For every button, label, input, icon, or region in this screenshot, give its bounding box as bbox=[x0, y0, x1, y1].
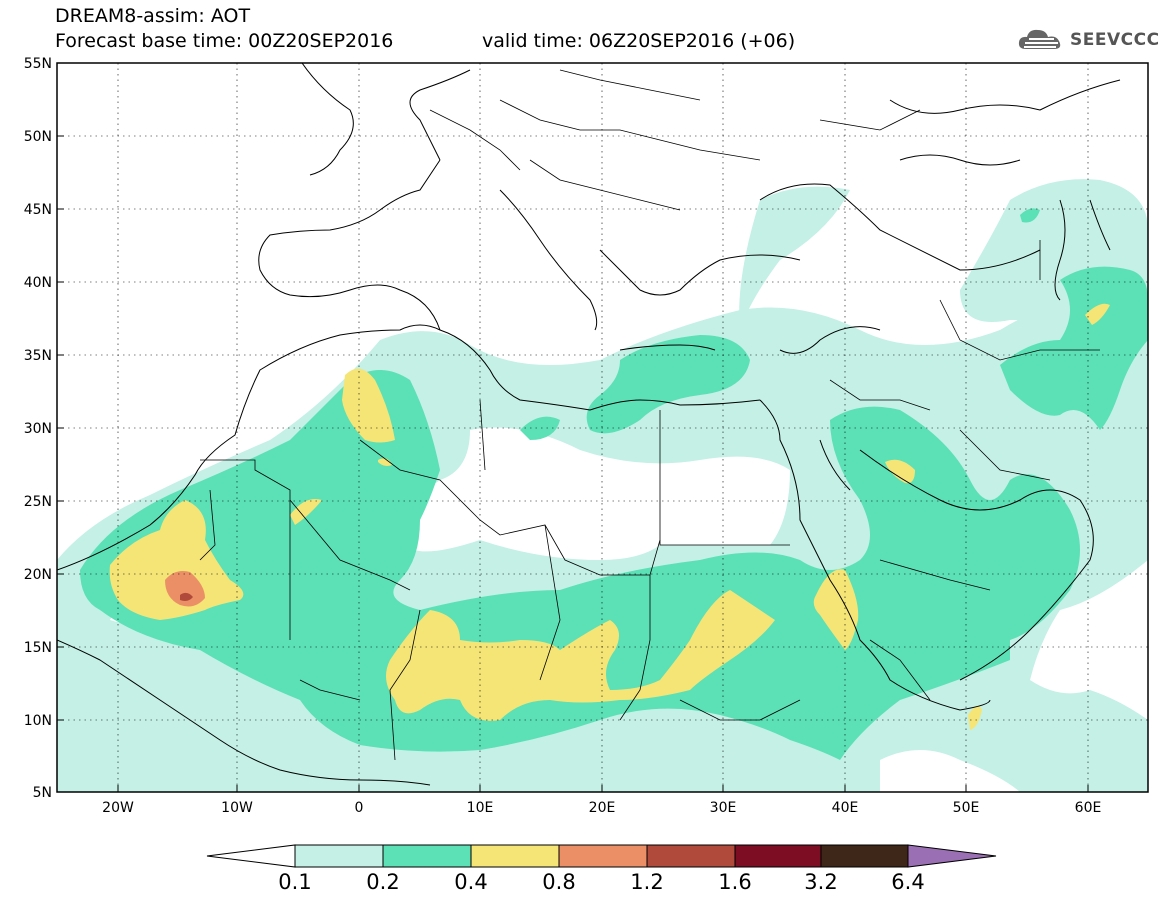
colorbar-label: 1.2 bbox=[630, 870, 664, 894]
latitude-labels: 55N 50N 45N 40N 35N 30N 25N 20N 15N 10N … bbox=[24, 56, 52, 801]
logo-text: SEEVCCC bbox=[1070, 30, 1160, 50]
lat-label: 5N bbox=[33, 785, 52, 801]
lat-label: 30N bbox=[24, 421, 52, 437]
colorbar-label: 0.4 bbox=[454, 870, 488, 894]
lon-label: 10W bbox=[221, 800, 253, 816]
aot-level-0-2 bbox=[80, 208, 1148, 760]
forecast-base-time: Forecast base time: 00Z20SEP2016 bbox=[55, 30, 394, 52]
colorbar-arrow-right bbox=[907, 844, 997, 868]
colorbar-label: 1.6 bbox=[718, 870, 752, 894]
colorbar-label: 0.1 bbox=[278, 870, 312, 894]
lon-label: 20W bbox=[102, 800, 134, 816]
aot-contours bbox=[57, 63, 1148, 792]
colorbar-swatch bbox=[558, 844, 648, 868]
longitude-labels: 20W 10W 0 10E 20E 30E 40E 50E 60E bbox=[102, 800, 1101, 816]
country-borders bbox=[199, 69, 1100, 761]
lat-label: 40N bbox=[24, 275, 52, 291]
tick-marks bbox=[57, 62, 1089, 792]
lon-label: 30E bbox=[710, 800, 737, 816]
colorbar-swatch bbox=[820, 844, 909, 868]
lat-label: 55N bbox=[24, 56, 52, 72]
aot-below-0-1 bbox=[110, 427, 1148, 792]
lon-label: 20E bbox=[589, 800, 616, 816]
colorbar-swatch bbox=[382, 844, 472, 868]
lat-label: 25N bbox=[24, 494, 52, 510]
colorbar-swatch bbox=[646, 844, 736, 868]
colorbar bbox=[206, 844, 997, 868]
coastlines bbox=[57, 63, 1121, 786]
colorbar-label: 3.2 bbox=[804, 870, 838, 894]
colorbar-swatch bbox=[734, 844, 822, 868]
seevccc-logo: SEEVCCC bbox=[1016, 25, 1160, 55]
lat-label: 15N bbox=[24, 640, 52, 656]
lat-label: 45N bbox=[24, 202, 52, 218]
lon-label: 60E bbox=[1075, 800, 1102, 816]
lat-label: 10N bbox=[24, 713, 52, 729]
colorbar-label: 0.8 bbox=[542, 870, 576, 894]
lon-label: 40E bbox=[832, 800, 859, 816]
lon-label: 0 bbox=[355, 800, 364, 816]
lat-label: 50N bbox=[24, 129, 52, 145]
lat-label: 35N bbox=[24, 348, 52, 364]
colorbar-arrow-left bbox=[206, 844, 296, 868]
map-title: DREAM8-assim: AOT bbox=[55, 5, 251, 27]
valid-time: valid time: 06Z20SEP2016 (+06) bbox=[482, 30, 796, 52]
colorbar-label: 6.4 bbox=[891, 870, 925, 894]
gridlines bbox=[57, 63, 1148, 792]
lon-label: 50E bbox=[953, 800, 980, 816]
aot-level-0-4 bbox=[109, 303, 1110, 730]
colorbar-swatch bbox=[294, 844, 384, 868]
cloud-icon bbox=[1018, 29, 1061, 49]
lat-label: 20N bbox=[24, 567, 52, 583]
colorbar-swatch bbox=[470, 844, 560, 868]
aot-level-0-8 bbox=[165, 571, 205, 607]
lon-label: 10E bbox=[467, 800, 494, 816]
aot-level-1-2 bbox=[180, 592, 193, 601]
colorbar-label: 0.2 bbox=[366, 870, 400, 894]
